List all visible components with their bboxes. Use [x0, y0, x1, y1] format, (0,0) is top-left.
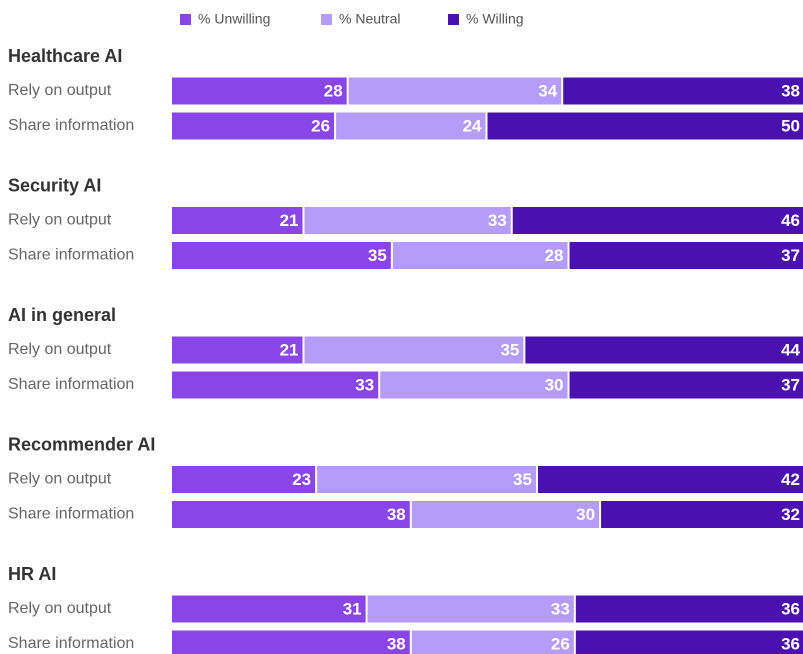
bar-segment [512, 207, 803, 234]
row-label: Share information [8, 635, 134, 652]
bar-segment [411, 630, 574, 654]
bar-segment [172, 242, 391, 269]
legend-text: % Unwilling [198, 11, 270, 27]
group-title: Security AI [8, 175, 101, 195]
bar-segment [487, 112, 803, 140]
group-title: Healthcare AI [8, 46, 122, 66]
value-label: 36 [781, 599, 800, 618]
bar-segment [172, 501, 410, 528]
bar-segment [172, 77, 347, 105]
bar-segment [569, 242, 803, 269]
value-label: 26 [551, 634, 570, 653]
bar-segment [304, 207, 511, 234]
value-label: 38 [387, 634, 406, 653]
value-label: 50 [781, 116, 800, 135]
bar-segment [348, 77, 562, 105]
value-label: 35 [500, 340, 519, 359]
row-label: Rely on output [8, 82, 112, 99]
bar-segment [575, 595, 803, 623]
bar-segment [563, 77, 803, 105]
value-label: 23 [292, 470, 311, 489]
bar-segment [172, 595, 366, 623]
value-label: 33 [551, 599, 570, 618]
value-label: 33 [488, 211, 507, 230]
value-label: 21 [280, 211, 299, 230]
bar-segment [525, 336, 803, 364]
bar-segment [172, 630, 410, 654]
group-title: HR AI [8, 564, 56, 584]
bar-segment [336, 112, 486, 140]
legend-swatch [321, 14, 332, 25]
row-label: Rely on output [8, 600, 112, 617]
bar-segment [172, 112, 335, 140]
row-label: Rely on output [8, 471, 112, 488]
value-label: 32 [781, 505, 800, 524]
bar-segment [172, 207, 303, 234]
value-label: 38 [781, 81, 800, 100]
bar-segment [367, 595, 574, 623]
value-label: 36 [781, 634, 800, 653]
bar-segment [392, 242, 568, 269]
bar-segment [304, 336, 524, 364]
group-title: AI in general [8, 305, 116, 325]
value-label: 28 [545, 246, 564, 265]
value-label: 46 [781, 211, 800, 230]
value-label: 34 [538, 81, 557, 100]
value-label: 24 [463, 116, 482, 135]
bar-segment [601, 501, 803, 528]
bar-segment [317, 466, 536, 493]
row-label: Share information [8, 506, 134, 523]
value-label: 35 [513, 470, 532, 489]
group-title: Recommender AI [8, 434, 155, 454]
row-label: Rely on output [8, 341, 112, 358]
bar-segment [569, 371, 803, 399]
legend-text: % Willing [466, 11, 524, 27]
value-label: 30 [576, 505, 595, 524]
value-label: 44 [781, 340, 800, 359]
bar-segment [172, 466, 316, 493]
bar-segment [380, 371, 568, 399]
value-label: 35 [368, 246, 387, 265]
bar-segment [172, 336, 303, 364]
row-label: Share information [8, 117, 134, 134]
legend-swatch [180, 14, 191, 25]
value-label: 26 [311, 116, 330, 135]
value-label: 37 [781, 246, 800, 265]
value-label: 28 [324, 81, 343, 100]
row-label: Share information [8, 247, 134, 264]
value-label: 42 [781, 470, 800, 489]
value-label: 30 [545, 375, 564, 394]
legend-swatch [448, 14, 459, 25]
value-label: 33 [355, 375, 374, 394]
value-label: 21 [280, 340, 299, 359]
row-label: Rely on output [8, 212, 112, 229]
bar-segment [575, 630, 803, 654]
bar-segment [172, 371, 379, 399]
bar-segment [537, 466, 803, 493]
value-label: 38 [387, 505, 406, 524]
value-label: 31 [343, 599, 362, 618]
legend-text: % Neutral [339, 11, 400, 27]
value-label: 37 [781, 375, 800, 394]
bar-segment [411, 501, 600, 528]
row-label: Share information [8, 376, 134, 393]
